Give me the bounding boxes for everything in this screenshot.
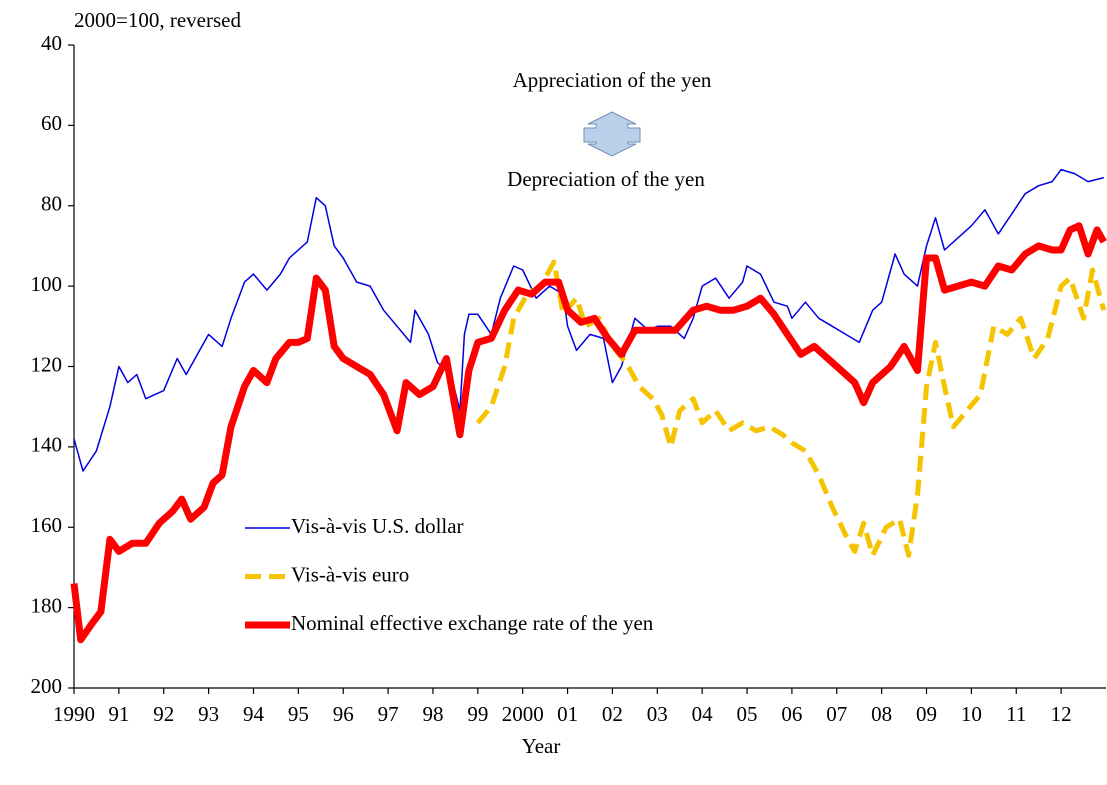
- series-line: [475, 259, 1107, 558]
- legend-label: Vis-à-vis U.S. dollar: [291, 514, 464, 538]
- y-tick-label: 80: [41, 192, 62, 216]
- annotation: Depreciation of the yen: [507, 167, 705, 191]
- x-tick-label: 12: [1051, 702, 1072, 726]
- x-tick-label: 01: [557, 702, 578, 726]
- x-tick-label: 94: [243, 702, 265, 726]
- x-tick-label: 05: [737, 702, 758, 726]
- y-tick-label: 160: [31, 513, 63, 537]
- annotation: Appreciation of the yen: [513, 68, 712, 92]
- x-tick-label: 03: [647, 702, 668, 726]
- x-tick-label: 04: [692, 702, 714, 726]
- x-tick-label: 98: [422, 702, 443, 726]
- unit-note: 2000=100, reversed: [74, 8, 241, 32]
- y-tick-label: 140: [31, 433, 63, 457]
- series-line: [70, 222, 1107, 644]
- arrow-icon: [583, 111, 641, 157]
- x-tick-label: 08: [871, 702, 892, 726]
- x-tick-label: 1990: [53, 702, 95, 726]
- x-tick-label: 99: [467, 702, 488, 726]
- x-tick-label: 07: [826, 702, 847, 726]
- x-tick-label: 2000: [502, 702, 544, 726]
- legend-label: Vis-à-vis euro: [291, 562, 409, 586]
- x-tick-label: 92: [153, 702, 174, 726]
- x-tick-label: 02: [602, 702, 623, 726]
- x-tick-label: 93: [198, 702, 219, 726]
- legend-label: Nominal effective exchange rate of the y…: [291, 611, 654, 635]
- x-tick-label: 11: [1006, 702, 1026, 726]
- x-tick-label: 97: [378, 702, 399, 726]
- y-tick-label: 60: [41, 111, 62, 135]
- y-tick-label: 40: [41, 31, 62, 55]
- x-tick-label: 10: [961, 702, 982, 726]
- x-tick-label: 95: [288, 702, 309, 726]
- x-tick-label: 96: [333, 702, 354, 726]
- x-axis-title: Year: [522, 734, 561, 758]
- y-tick-label: 200: [31, 674, 63, 698]
- x-tick-label: 06: [781, 702, 802, 726]
- y-tick-label: 120: [31, 352, 63, 376]
- x-tick-label: 91: [108, 702, 129, 726]
- y-tick-label: 100: [31, 272, 63, 296]
- x-tick-label: 09: [916, 702, 937, 726]
- y-tick-label: 180: [31, 593, 63, 617]
